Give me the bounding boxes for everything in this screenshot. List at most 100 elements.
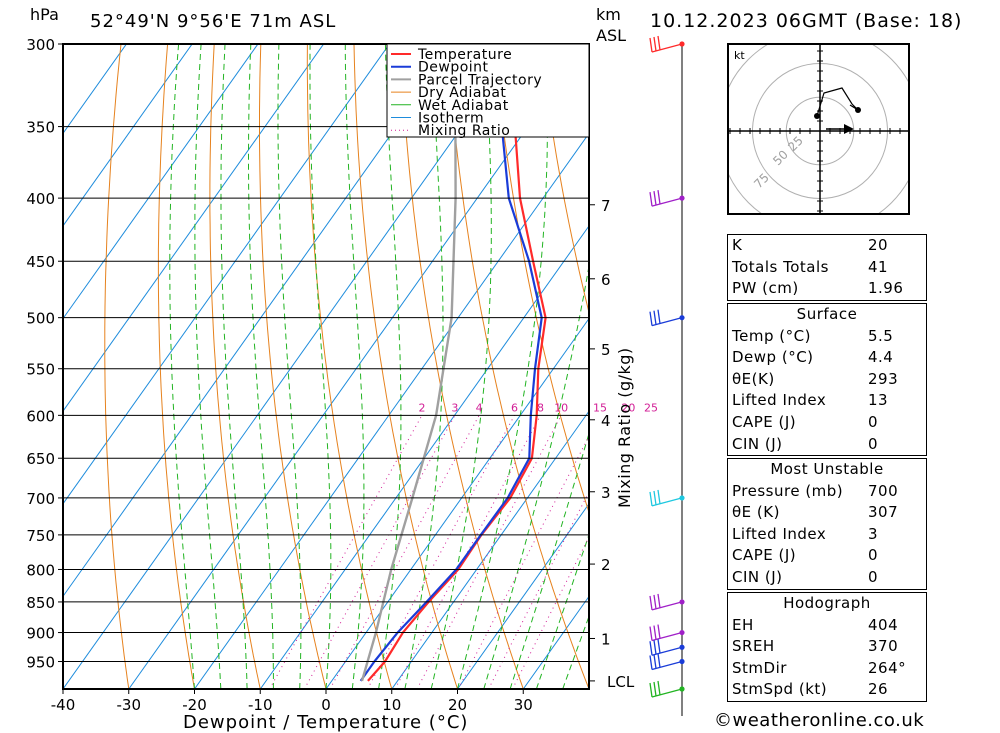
- row-label: Totals Totals: [732, 257, 829, 276]
- row-label: θE(K): [732, 369, 775, 388]
- temperature-tick-label: 10: [382, 696, 401, 714]
- wet-adiabat-line: [483, 263, 589, 689]
- hodograph-end-dot: [855, 107, 861, 113]
- pressure-tick-label: 350: [26, 119, 55, 137]
- wet-adiabat-line: [277, 44, 302, 689]
- row-label: Lifted Index: [732, 524, 827, 543]
- dry-adiabat-line: [157, 44, 195, 689]
- mixing-ratio-line: [416, 415, 562, 689]
- pressure-tick-label: 850: [26, 594, 55, 612]
- mixing-ratio-label: 15: [593, 401, 607, 414]
- km-unit-label: km: [596, 5, 621, 24]
- isotherm-line: [63, 44, 193, 227]
- pressure-tick-label: 300: [26, 36, 55, 54]
- km-tick-label: 7: [601, 197, 611, 215]
- table-row: K 20: [728, 235, 926, 257]
- table-row: Temp (°C) 5.5: [728, 326, 926, 348]
- wind-barb: [649, 624, 683, 642]
- most-unstable-title: Most Unstable: [770, 460, 884, 478]
- table-row: PW (cm) 1.96: [728, 278, 926, 300]
- wet-adiabat-line: [457, 44, 548, 689]
- isotherm-line: [457, 502, 589, 689]
- table-row: StmDir 264°: [728, 658, 926, 680]
- x-axis-label: Dewpoint / Temperature (°C): [183, 712, 468, 733]
- row-value: 20: [868, 236, 889, 254]
- wet-adiabat-line: [309, 44, 332, 689]
- row-value: 264°: [868, 658, 907, 677]
- hodograph-unit-label: kt: [734, 49, 745, 62]
- hodograph: kt 25 50 75: [727, 43, 910, 215]
- legend-label: Isotherm: [418, 111, 484, 127]
- pressure-tick-label: 650: [26, 450, 55, 468]
- row-value: 370: [868, 637, 899, 656]
- wind-barb: [649, 639, 683, 656]
- table-row: Dewp (°C) 4.4: [728, 347, 926, 369]
- legend-box: [386, 43, 590, 138]
- temperature-tick-label: 30: [514, 696, 533, 714]
- row-value: 293: [868, 369, 899, 388]
- mixing-ratio-axis-label: Mixing Ratio (g/kg): [615, 347, 634, 508]
- km-tick-label: 2: [601, 556, 611, 574]
- table-row: CIN (J) 0: [728, 434, 926, 456]
- copyright-link[interactable]: ©weatheronline.co.uk: [714, 710, 925, 731]
- row-value: 41: [868, 257, 889, 276]
- pressure-tick-label: 600: [26, 407, 55, 425]
- row-label: Temp (°C): [732, 326, 811, 345]
- km-tick-label: 6: [601, 271, 611, 289]
- mixing-ratio-label: 2: [419, 401, 426, 414]
- surface-table: Surface Temp (°C) 5.5 Dewp (°C) 4.4 θE(K) 293…: [727, 303, 927, 457]
- legend-label: Temperature: [417, 47, 512, 63]
- pressure-tick-label: 550: [26, 361, 55, 379]
- mixing-ratio-label: 20: [621, 401, 635, 414]
- mixing-ratio-labels: 2 3 4 6 8 10 15 20 25: [419, 401, 659, 414]
- pressure-tick-label: 500: [26, 310, 55, 328]
- location-title: 52°49'N 9°56'E 71m ASL: [90, 11, 336, 32]
- wet-adiabat-line: [535, 533, 589, 689]
- row-label: Dewp (°C): [732, 348, 814, 367]
- km-tick-label: 4: [601, 412, 611, 430]
- temperature-tick-label: 20: [448, 696, 467, 714]
- row-value: 3: [868, 524, 879, 543]
- isotherm-line: [63, 44, 128, 135]
- row-value: 5.5: [868, 326, 894, 345]
- pressure-unit-label: hPa: [30, 5, 59, 24]
- row-value: 700: [868, 481, 899, 500]
- row-label: Pressure (mb): [732, 481, 844, 500]
- wind-barb: [649, 680, 683, 698]
- hodograph-params-title: Hodograph: [783, 594, 871, 612]
- hodograph-params-table: Hodograph EH 404 SREH 370 StmDir 264° StmSpd (…: [727, 592, 927, 702]
- wind-barb: [649, 309, 683, 327]
- datetime-label: 10.12.2023 06GMT (Base: 18): [650, 10, 962, 32]
- pressure-tick-label: 750: [26, 527, 55, 545]
- indices-table: K 20 Totals Totals 41 PW (cm) 1.96: [727, 234, 927, 301]
- isotherm-line: [194, 132, 589, 689]
- table-row: StmSpd (kt) 26: [728, 679, 926, 701]
- row-label: StmSpd (kt): [732, 680, 828, 699]
- km-tick-label: 3: [601, 484, 611, 502]
- hodograph-ring-label: 25: [785, 133, 806, 154]
- temperature-tick-label: -10: [248, 696, 273, 714]
- row-label: K: [732, 236, 743, 254]
- row-value: 13: [868, 391, 889, 410]
- hodograph-start-dot: [814, 113, 820, 119]
- temperature-tick-label: -30: [117, 696, 142, 714]
- row-value: 0: [868, 412, 879, 431]
- table-row: Totals Totals 41: [728, 257, 926, 279]
- table-row: Pressure (mb) 700: [728, 481, 926, 503]
- row-label: PW (cm): [732, 279, 799, 298]
- most-unstable-table: Most Unstable Pressure (mb) 700 θE (K) 307 L…: [727, 458, 927, 590]
- isotherm-line: [63, 44, 325, 412]
- mixing-ratio-label: 3: [451, 401, 458, 414]
- mixing-ratio-line: [303, 415, 456, 689]
- isotherm-line: [0, 7, 87, 689]
- row-value: 0: [868, 434, 879, 453]
- isotherm-line: [259, 225, 589, 689]
- pressure-tick-label: 700: [26, 490, 55, 508]
- table-row: CAPE (J) 0: [728, 545, 926, 567]
- wet-adiabat-line: [562, 614, 589, 689]
- lcl-label: LCL: [607, 673, 635, 691]
- row-value: 307: [868, 503, 899, 522]
- row-label: θE (K): [732, 503, 780, 522]
